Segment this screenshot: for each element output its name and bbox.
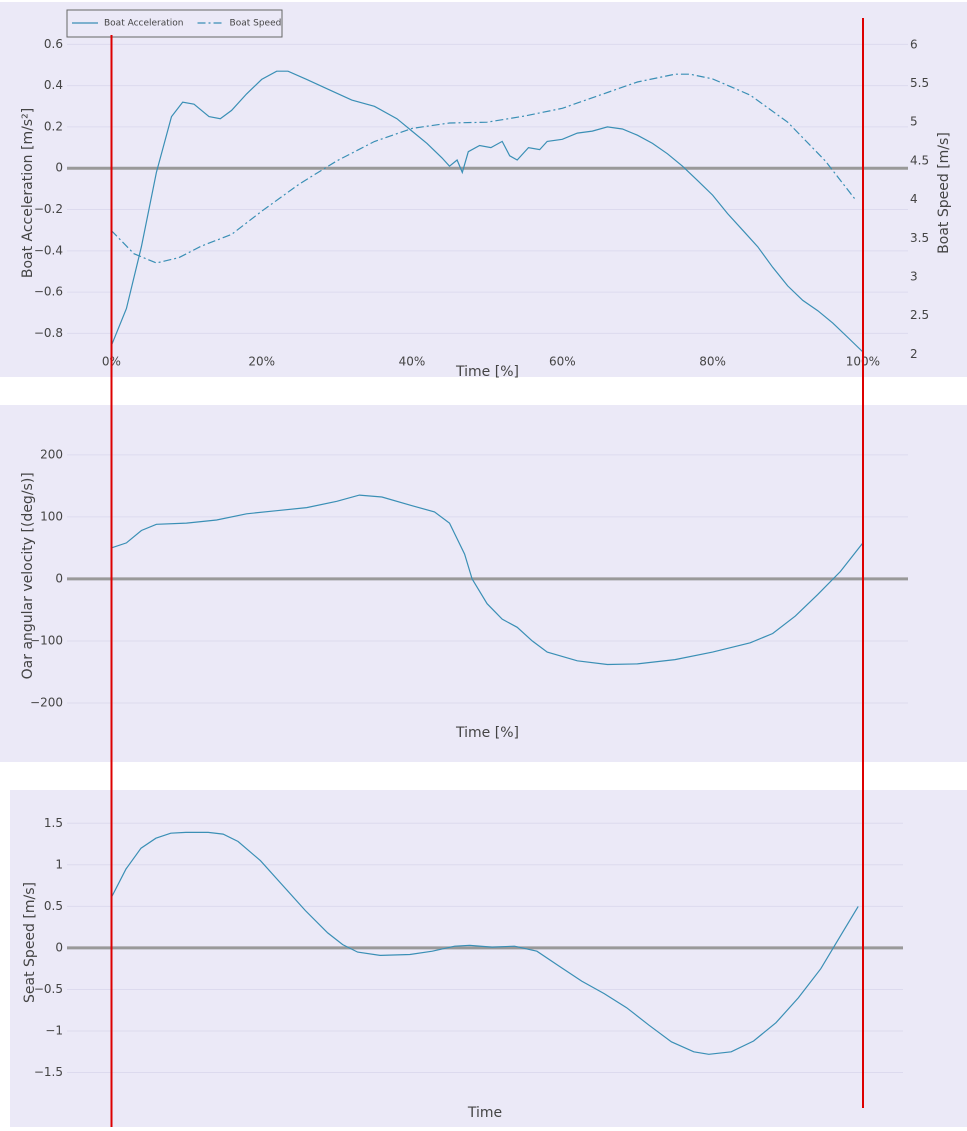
y-axis-title: Boat Acceleration [m/s²] bbox=[20, 108, 36, 278]
y2-tick-label: 3.5 bbox=[910, 231, 929, 245]
y2-tick-label: 5.5 bbox=[910, 76, 929, 90]
y-tick-label: −1 bbox=[45, 1023, 63, 1037]
y2-axis-title: Boat Speed [m/s] bbox=[936, 132, 952, 254]
y-tick-label: 1.5 bbox=[44, 816, 63, 830]
panel-background bbox=[0, 2, 967, 377]
legend-label: Boat Acceleration bbox=[104, 19, 184, 29]
x-tick-label: 60% bbox=[549, 355, 576, 369]
y-tick-label: 0.5 bbox=[44, 899, 63, 913]
x-tick-label: 40% bbox=[399, 355, 426, 369]
y-tick-label: 200 bbox=[40, 447, 63, 461]
y-tick-label: −0.2 bbox=[34, 202, 63, 216]
y2-tick-label: 2 bbox=[910, 347, 918, 361]
y-tick-label: 0 bbox=[55, 161, 63, 175]
x-axis-title: Time [%] bbox=[455, 364, 519, 380]
data-line bbox=[110, 70, 864, 353]
y-axis-title: Oar angular velocity [(deg/s)] bbox=[20, 472, 36, 679]
panel-background bbox=[10, 790, 967, 1127]
y2-tick-label: 5 bbox=[910, 115, 918, 129]
y-tick-label: −0.8 bbox=[34, 326, 63, 340]
legend-label: Boat Speed bbox=[230, 19, 282, 29]
plots: 0.6 0.4 0.2 0 −0.2 −0.4 −0.6 −0.8 2 2.5 3 3.5 4 4.5 5 5… bbox=[20, 9, 952, 1121]
y2-tick-label: 2.5 bbox=[910, 308, 929, 322]
y-tick-label: −0.6 bbox=[34, 285, 63, 299]
y-tick-label: 0.6 bbox=[44, 37, 63, 51]
data-line bbox=[110, 73, 856, 264]
y-tick-label: −0.4 bbox=[34, 243, 63, 257]
y-axis-title: Seat Speed [m/s] bbox=[22, 882, 38, 1003]
data-line bbox=[111, 494, 864, 666]
y-tick-label: 0.2 bbox=[44, 119, 63, 133]
y-tick-label: 0 bbox=[55, 940, 63, 954]
y-tick-label: −200 bbox=[30, 695, 63, 709]
x-tick-label: 80% bbox=[699, 355, 726, 369]
y-tick-label: 0.4 bbox=[44, 78, 63, 92]
y2-tick-label: 4.5 bbox=[910, 153, 929, 167]
legend-box bbox=[66, 9, 283, 38]
y2-tick-label: 3 bbox=[910, 269, 918, 283]
y-tick-label: 0 bbox=[55, 571, 63, 585]
y-tick-label: 1 bbox=[55, 857, 63, 871]
x-axis-title: Time [%] bbox=[455, 725, 519, 741]
x-axis-title: Time bbox=[467, 1105, 502, 1121]
y-tick-label: −1.5 bbox=[34, 1065, 63, 1079]
data-line bbox=[110, 831, 859, 1055]
y-tick-label: −100 bbox=[30, 633, 63, 647]
panel-background bbox=[0, 405, 967, 762]
y2-tick-label: 4 bbox=[910, 192, 918, 206]
y-tick-label: −0.5 bbox=[34, 982, 63, 996]
y-tick-label: 100 bbox=[40, 509, 63, 523]
y2-tick-label: 6 bbox=[910, 37, 918, 51]
x-tick-label: 20% bbox=[248, 355, 275, 369]
